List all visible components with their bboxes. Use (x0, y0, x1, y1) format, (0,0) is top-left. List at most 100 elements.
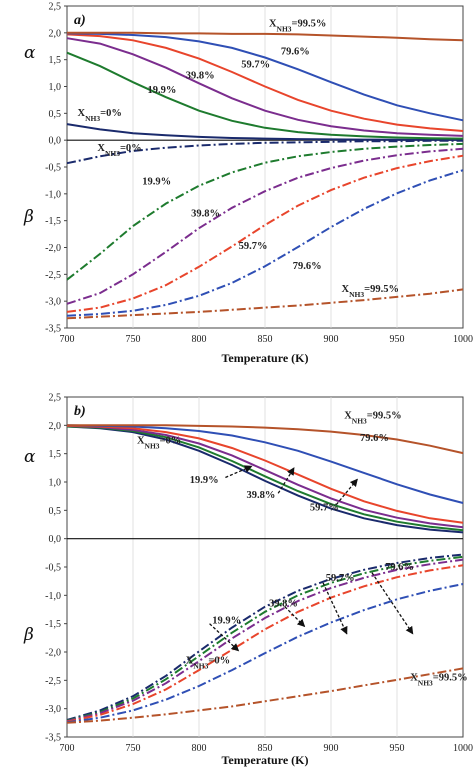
series-line-alpha (66, 424, 464, 504)
chart-panel-b: 700 750 800 850 900 950 1000 -3,5 -3,0 -2,5 -2,0 -1… (23, 393, 473, 768)
series-label: 19.9% (142, 177, 171, 188)
series-line-beta (66, 667, 464, 724)
x-tick-label: 900 (324, 334, 339, 345)
y-tick-label: -2,5 (45, 676, 61, 687)
y-tick-label: 0,0 (49, 136, 62, 147)
series-line-alpha (66, 123, 464, 141)
x-tick-label: 800 (192, 334, 207, 345)
y-tick-label: -3,0 (45, 704, 61, 715)
y-tick-label: 2,5 (49, 393, 62, 404)
y-tick-label: -2,0 (45, 648, 61, 659)
y-tick-label: 2,0 (49, 421, 62, 432)
x-axis-title: Temperature (K) (222, 351, 309, 365)
series-line-beta (66, 564, 464, 723)
x-tick-label: 1000 (453, 743, 473, 754)
series-line-alpha (66, 32, 464, 122)
series-line-alpha (66, 425, 464, 532)
series-line-beta (66, 169, 464, 317)
series-label: XNH3=99.5% (344, 411, 401, 426)
series-label: 39.8% (269, 599, 298, 610)
series-label: 39.8% (186, 70, 215, 81)
series-line-alpha (66, 425, 464, 534)
series-label: XNH3=99.5% (410, 672, 467, 687)
series-line-alpha (66, 51, 464, 140)
series-label: 79.6% (360, 433, 389, 444)
y-tick-label: -0,5 (45, 163, 61, 174)
x-tick-label: 800 (192, 743, 207, 754)
series-line-beta (66, 553, 464, 721)
series-label: 19.9% (212, 616, 241, 627)
arrow-annotation (371, 572, 414, 635)
x-tick-label: 750 (126, 334, 141, 345)
x-axis-title: Temperature (K) (222, 753, 309, 767)
x-tick-label: 1000 (453, 334, 473, 345)
series-line-alpha (66, 33, 464, 132)
y-tick-label: 2,5 (49, 2, 62, 13)
series-line-alpha (67, 31, 464, 42)
tick-labels: 700 750 800 850 900 950 1000 -3,5 -3,0 -2,5 -2,0 -1… (45, 393, 473, 755)
panel-label: a) (74, 13, 86, 28)
y-tick-label: -2,5 (45, 270, 61, 281)
y-tick-label: 1,5 (49, 449, 62, 460)
series-line-alpha (67, 424, 464, 455)
tick-labels: 700 750 800 850 900 950 1000 -3,5 -3,0 -2,5 -2,0 -1… (45, 2, 473, 346)
x-tick-label: 700 (60, 743, 75, 754)
series-label: 39.8% (247, 490, 276, 501)
alpha-label: α (24, 43, 36, 63)
y-tick-label: 0,5 (49, 109, 62, 120)
series-label: 79.6% (281, 46, 310, 57)
annotation-labels: XNH3=99.5% 79.6% 59.7% 39.8% 19.9% XNH3=0% XNH… (78, 18, 399, 298)
x-tick-label: 850 (258, 743, 273, 754)
series-label: 79.6% (293, 261, 322, 272)
grid-lines (132, 397, 398, 737)
annotation-labels: XNH3=99.5% 79.6% XNH3=0% 19.9% 39.8% 59.7% 79.… (137, 411, 468, 687)
y-tick-label: -2,0 (45, 243, 61, 254)
x-tick-label: 900 (324, 743, 339, 754)
series-label: 59.7% (326, 573, 355, 584)
chart-panel-a: 700 750 800 850 900 950 1000 -3,5 -3,0 -2,5 -2,0 -1… (23, 2, 473, 366)
x-tick-label: 950 (390, 334, 405, 345)
series-group (66, 31, 464, 320)
y-tick-label: 1,5 (49, 55, 62, 66)
series-label: 19.9% (190, 475, 219, 486)
y-tick-label: -3,5 (45, 324, 61, 335)
y-tick-label: -3,5 (45, 733, 61, 744)
series-line-beta (66, 558, 464, 723)
series-label: 59.7% (239, 241, 268, 252)
series-label: 39.8% (191, 208, 220, 219)
y-tick-label: 0,0 (49, 534, 62, 545)
arrow-annotation (277, 467, 295, 494)
series-label: 59.7% (241, 60, 270, 71)
series-line-beta (66, 139, 463, 165)
series-label: XNH3=0% (78, 108, 122, 123)
series-label: XNH3=0% (137, 435, 181, 450)
beta-label: β (23, 625, 34, 645)
series-line-beta (66, 154, 464, 313)
series-label: XNH3=0% (186, 655, 230, 670)
series-line-beta (66, 142, 464, 281)
x-tick-label: 750 (126, 743, 141, 754)
series-label: 79.6% (385, 562, 414, 573)
y-tick-label: 0,5 (49, 506, 62, 517)
arrow-annotation (209, 623, 240, 652)
arrow-group (209, 465, 414, 652)
series-line-beta (66, 555, 464, 722)
panel-label: b) (74, 404, 86, 419)
series-line-beta (66, 288, 464, 320)
arrow-annotation (335, 478, 358, 506)
series-label: XNH3=99.5% (269, 18, 326, 33)
alpha-label: α (24, 447, 36, 467)
y-tick-label: -1,0 (45, 591, 61, 602)
grid-lines (132, 6, 398, 328)
y-tick-label: -1,5 (45, 216, 61, 227)
series-line-beta (66, 147, 464, 305)
series-line-alpha (66, 424, 464, 529)
x-tick-label: 700 (60, 334, 75, 345)
series-label: XNH3=0% (97, 143, 141, 158)
y-tick-label: 1,0 (49, 82, 62, 93)
series-line-alpha (66, 37, 464, 137)
y-tick-label: -3,0 (45, 297, 61, 308)
series-line-alpha (66, 424, 464, 524)
x-tick-label: 850 (258, 334, 273, 345)
